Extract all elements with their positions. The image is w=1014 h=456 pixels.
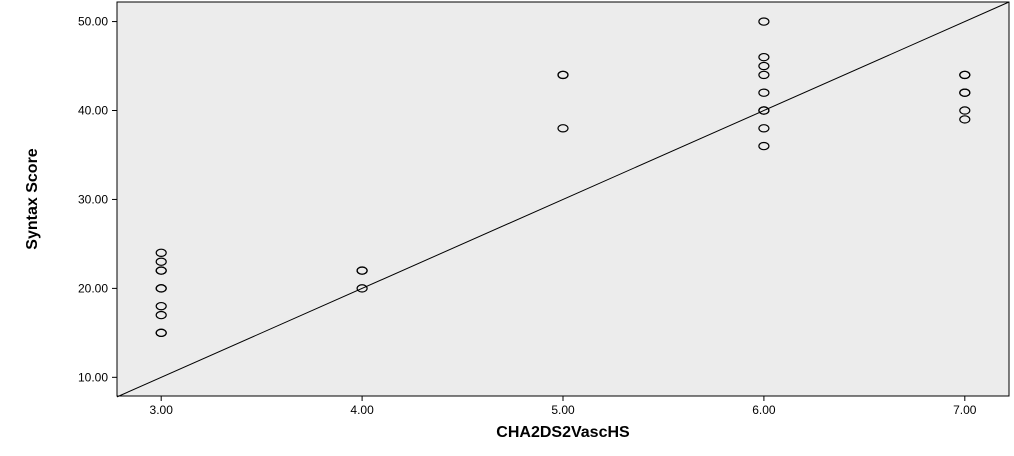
x-tick-label: 5.00 (551, 403, 575, 417)
data-point (758, 141, 770, 151)
x-axis: 3.00 4.00 5.00 6.00 7.00 (150, 396, 977, 417)
data-point (155, 328, 167, 338)
data-point (758, 52, 770, 62)
x-tick-label: 6.00 (752, 403, 776, 417)
data-point (155, 301, 167, 311)
data-point (155, 257, 167, 266)
data-point (155, 310, 167, 320)
data-point (758, 88, 770, 97)
y-axis: 10.00 20.00 30.00 40.00 50.00 (78, 15, 117, 384)
data-point (959, 115, 971, 124)
x-tick-label: 4.00 (350, 403, 374, 417)
reference-line-layer (116, 1, 1010, 398)
y-tick-label: 10.00 (78, 370, 108, 384)
data-point (758, 61, 770, 71)
data-point (155, 248, 167, 258)
y-tick-label: 50.00 (78, 15, 108, 29)
points-layer (155, 17, 971, 338)
data-point (155, 284, 167, 293)
data-point (959, 88, 971, 97)
data-point (959, 106, 971, 115)
data-point (758, 106, 770, 115)
data-point (356, 284, 368, 293)
y-axis-title: Syntax Score (24, 148, 41, 249)
reference-line (116, 1, 1010, 398)
data-point (758, 17, 770, 26)
data-point (557, 70, 569, 80)
y-tick-label: 40.00 (78, 104, 108, 118)
data-point (356, 266, 368, 275)
x-tick-label: 7.00 (953, 403, 977, 417)
data-point (758, 124, 770, 133)
data-point (959, 70, 971, 80)
data-point (155, 266, 167, 275)
data-point (758, 70, 770, 80)
y-tick-label: 30.00 (78, 192, 108, 206)
x-tick-label: 3.00 (150, 403, 174, 417)
y-tick-label: 20.00 (78, 281, 108, 295)
data-point (557, 124, 569, 133)
x-axis-title: CHA2DS2VascHS (496, 424, 630, 441)
